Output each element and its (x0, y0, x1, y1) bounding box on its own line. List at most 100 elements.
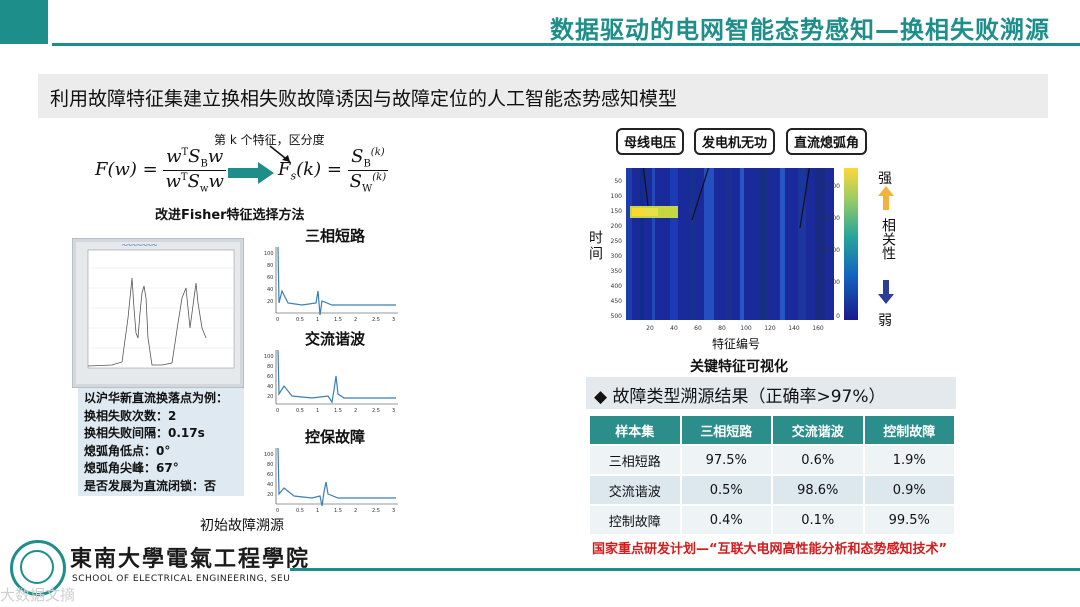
svg-text:20: 20 (267, 492, 273, 498)
column-header: 控制故障 (864, 416, 954, 444)
svg-text:2: 2 (354, 408, 357, 414)
svg-text:0: 0 (276, 317, 279, 323)
result-header-banner (586, 377, 956, 409)
svg-text:1: 1 (316, 508, 319, 514)
project-note: 国家重点研发计划—“互联大电网高性能分析和态势感知技术” (592, 542, 948, 557)
svg-text:1: 1 (316, 408, 319, 414)
seal-inner-ring (20, 550, 54, 584)
svg-text:3: 3 (392, 408, 395, 414)
svg-text:1.5: 1.5 (334, 408, 342, 414)
strong-label: 强 (878, 171, 892, 187)
arrow-right-icon (228, 162, 274, 188)
ytick-label: 50 (614, 178, 622, 185)
svg-text:0.5: 0.5 (296, 508, 304, 514)
colorbar-tick: 2000 (825, 183, 840, 190)
weak-label: 弱 (878, 313, 892, 329)
info-line: 熄弧角低点：0° (84, 443, 171, 458)
callout-bus-voltage: 母线电压 (616, 128, 685, 155)
result-title: ◆ 故障类型溯源结果（正确率>97%） (594, 387, 886, 407)
fisher-formula-left: F(w) = wTSBw wTSww (95, 146, 226, 195)
ytick-label: 150 (611, 208, 623, 215)
mini-plot-title-protection: 控保故障 (305, 428, 366, 446)
mini-plot-harmonic: 100 80 60 40 20 0 0.5 1 1.5 2 2.5 3 (262, 346, 402, 420)
ytick-label: 400 (611, 283, 623, 290)
xtick-label: 140 (788, 325, 800, 332)
mini-plot-title-harmonic: 交流谐波 (305, 330, 366, 348)
heatmap-ylabel: 时间 (587, 230, 603, 262)
table-cell: 0.4% (681, 506, 771, 534)
arrow-up-icon (878, 186, 894, 214)
table-row: 控制故障 0.4% 0.1% 99.5% (590, 506, 954, 534)
svg-text:60: 60 (267, 374, 273, 380)
svg-text:40: 40 (267, 384, 273, 390)
svg-text:100: 100 (264, 452, 274, 458)
ytick-label: 450 (611, 298, 623, 305)
info-line: 换相失败次数：2 (84, 408, 177, 423)
svg-text:2: 2 (354, 508, 357, 514)
column-header: 样本集 (590, 416, 680, 444)
svg-text:1: 1 (316, 317, 319, 323)
initial-waveform-screenshot: ～～～～～～～ (71, 237, 245, 392)
svg-text:2.5: 2.5 (372, 317, 380, 323)
xtick-label: 160 (812, 325, 824, 332)
page-title: 数据驱动的电网智能态势感知—换相失败溯源 (550, 16, 1050, 44)
svg-text:2.5: 2.5 (372, 408, 380, 414)
svg-text:100: 100 (264, 251, 274, 257)
example-info-box: 以沪华新直流换落点为例： 换相失败次数：2 换相失败间隔：0.17s 熄弧角低点… (78, 388, 244, 496)
ytick-label: 200 (611, 223, 623, 230)
ytick-label: 500 (611, 313, 623, 320)
svg-text:60: 60 (267, 472, 273, 478)
xtick-label: 40 (670, 325, 678, 332)
xtick-label: 120 (764, 325, 776, 332)
table-cell: 1.9% (864, 446, 954, 474)
initial-trace-caption: 初始故障溯源 (200, 518, 284, 534)
table-header-row: 样本集 三相短路 交流谐波 控制故障 (590, 416, 954, 444)
svg-text:20: 20 (267, 299, 273, 305)
svg-text:2.5: 2.5 (372, 508, 380, 514)
colorbar-tick: 1000 (825, 247, 840, 254)
subtitle-banner (38, 74, 1048, 118)
info-line: 是否发展为直流闭锁：否 (84, 478, 217, 493)
colorbar-tick: 0 (836, 313, 840, 320)
table-cell: 98.6% (773, 476, 863, 504)
header-bar (0, 0, 1080, 48)
ytick-label: 300 (611, 253, 623, 260)
watermark: 大数据文摘 (0, 586, 76, 604)
xtick-label: 20 (646, 325, 654, 332)
svg-text:3: 3 (392, 508, 395, 514)
table-cell: 三相短路 (590, 446, 680, 474)
svg-text:0.5: 0.5 (296, 408, 304, 414)
svg-text:60: 60 (267, 275, 273, 281)
svg-text:40: 40 (267, 482, 273, 488)
table-cell: 0.1% (773, 506, 863, 534)
subtitle-text: 利用故障特征集建立换相失败故障诱因与故障定位的人工智能态势感知模型 (50, 88, 678, 110)
header-accent-square (0, 0, 48, 44)
fisher-caption: 改进Fisher特征选择方法 (155, 208, 305, 223)
table-cell: 控制故障 (590, 506, 680, 534)
table-row: 三相短路 97.5% 0.6% 1.9% (590, 446, 954, 474)
svg-text:100: 100 (264, 354, 274, 360)
table-cell: 0.5% (681, 476, 771, 504)
table-cell: 99.5% (864, 506, 954, 534)
school-logo-english: SCHOOL OF ELECTRICAL ENGINEERING, SEU (72, 574, 291, 584)
colorbar (844, 168, 858, 320)
table-row: 交流谐波 0.5% 98.6% 0.9% (590, 476, 954, 504)
mini-plot-short-circuit: 100 80 60 40 20 0 0.5 1 1.5 2 2.5 3 (262, 243, 402, 329)
info-line: 熄弧角尖峰：67° (84, 461, 179, 475)
xtick-label: 60 (694, 325, 702, 332)
annotation-pointer (268, 144, 298, 170)
svg-text:40: 40 (267, 287, 273, 293)
xtick-label: 80 (718, 325, 726, 332)
svg-text:80: 80 (267, 364, 273, 370)
header-underline (52, 43, 1080, 46)
heatmap-xlabel: 特征编号 (712, 337, 761, 351)
table-cell: 交流谐波 (590, 476, 680, 504)
ytick-label: 250 (611, 238, 623, 245)
svg-text:1.5: 1.5 (334, 508, 342, 514)
svg-text:80: 80 (267, 263, 273, 269)
footer-line (290, 568, 1080, 571)
column-header: 交流谐波 (773, 416, 863, 444)
colorbar-tick: 1500 (825, 215, 840, 222)
info-line: 以沪华新直流换落点为例： (84, 391, 229, 405)
svg-text:0.5: 0.5 (296, 317, 304, 323)
